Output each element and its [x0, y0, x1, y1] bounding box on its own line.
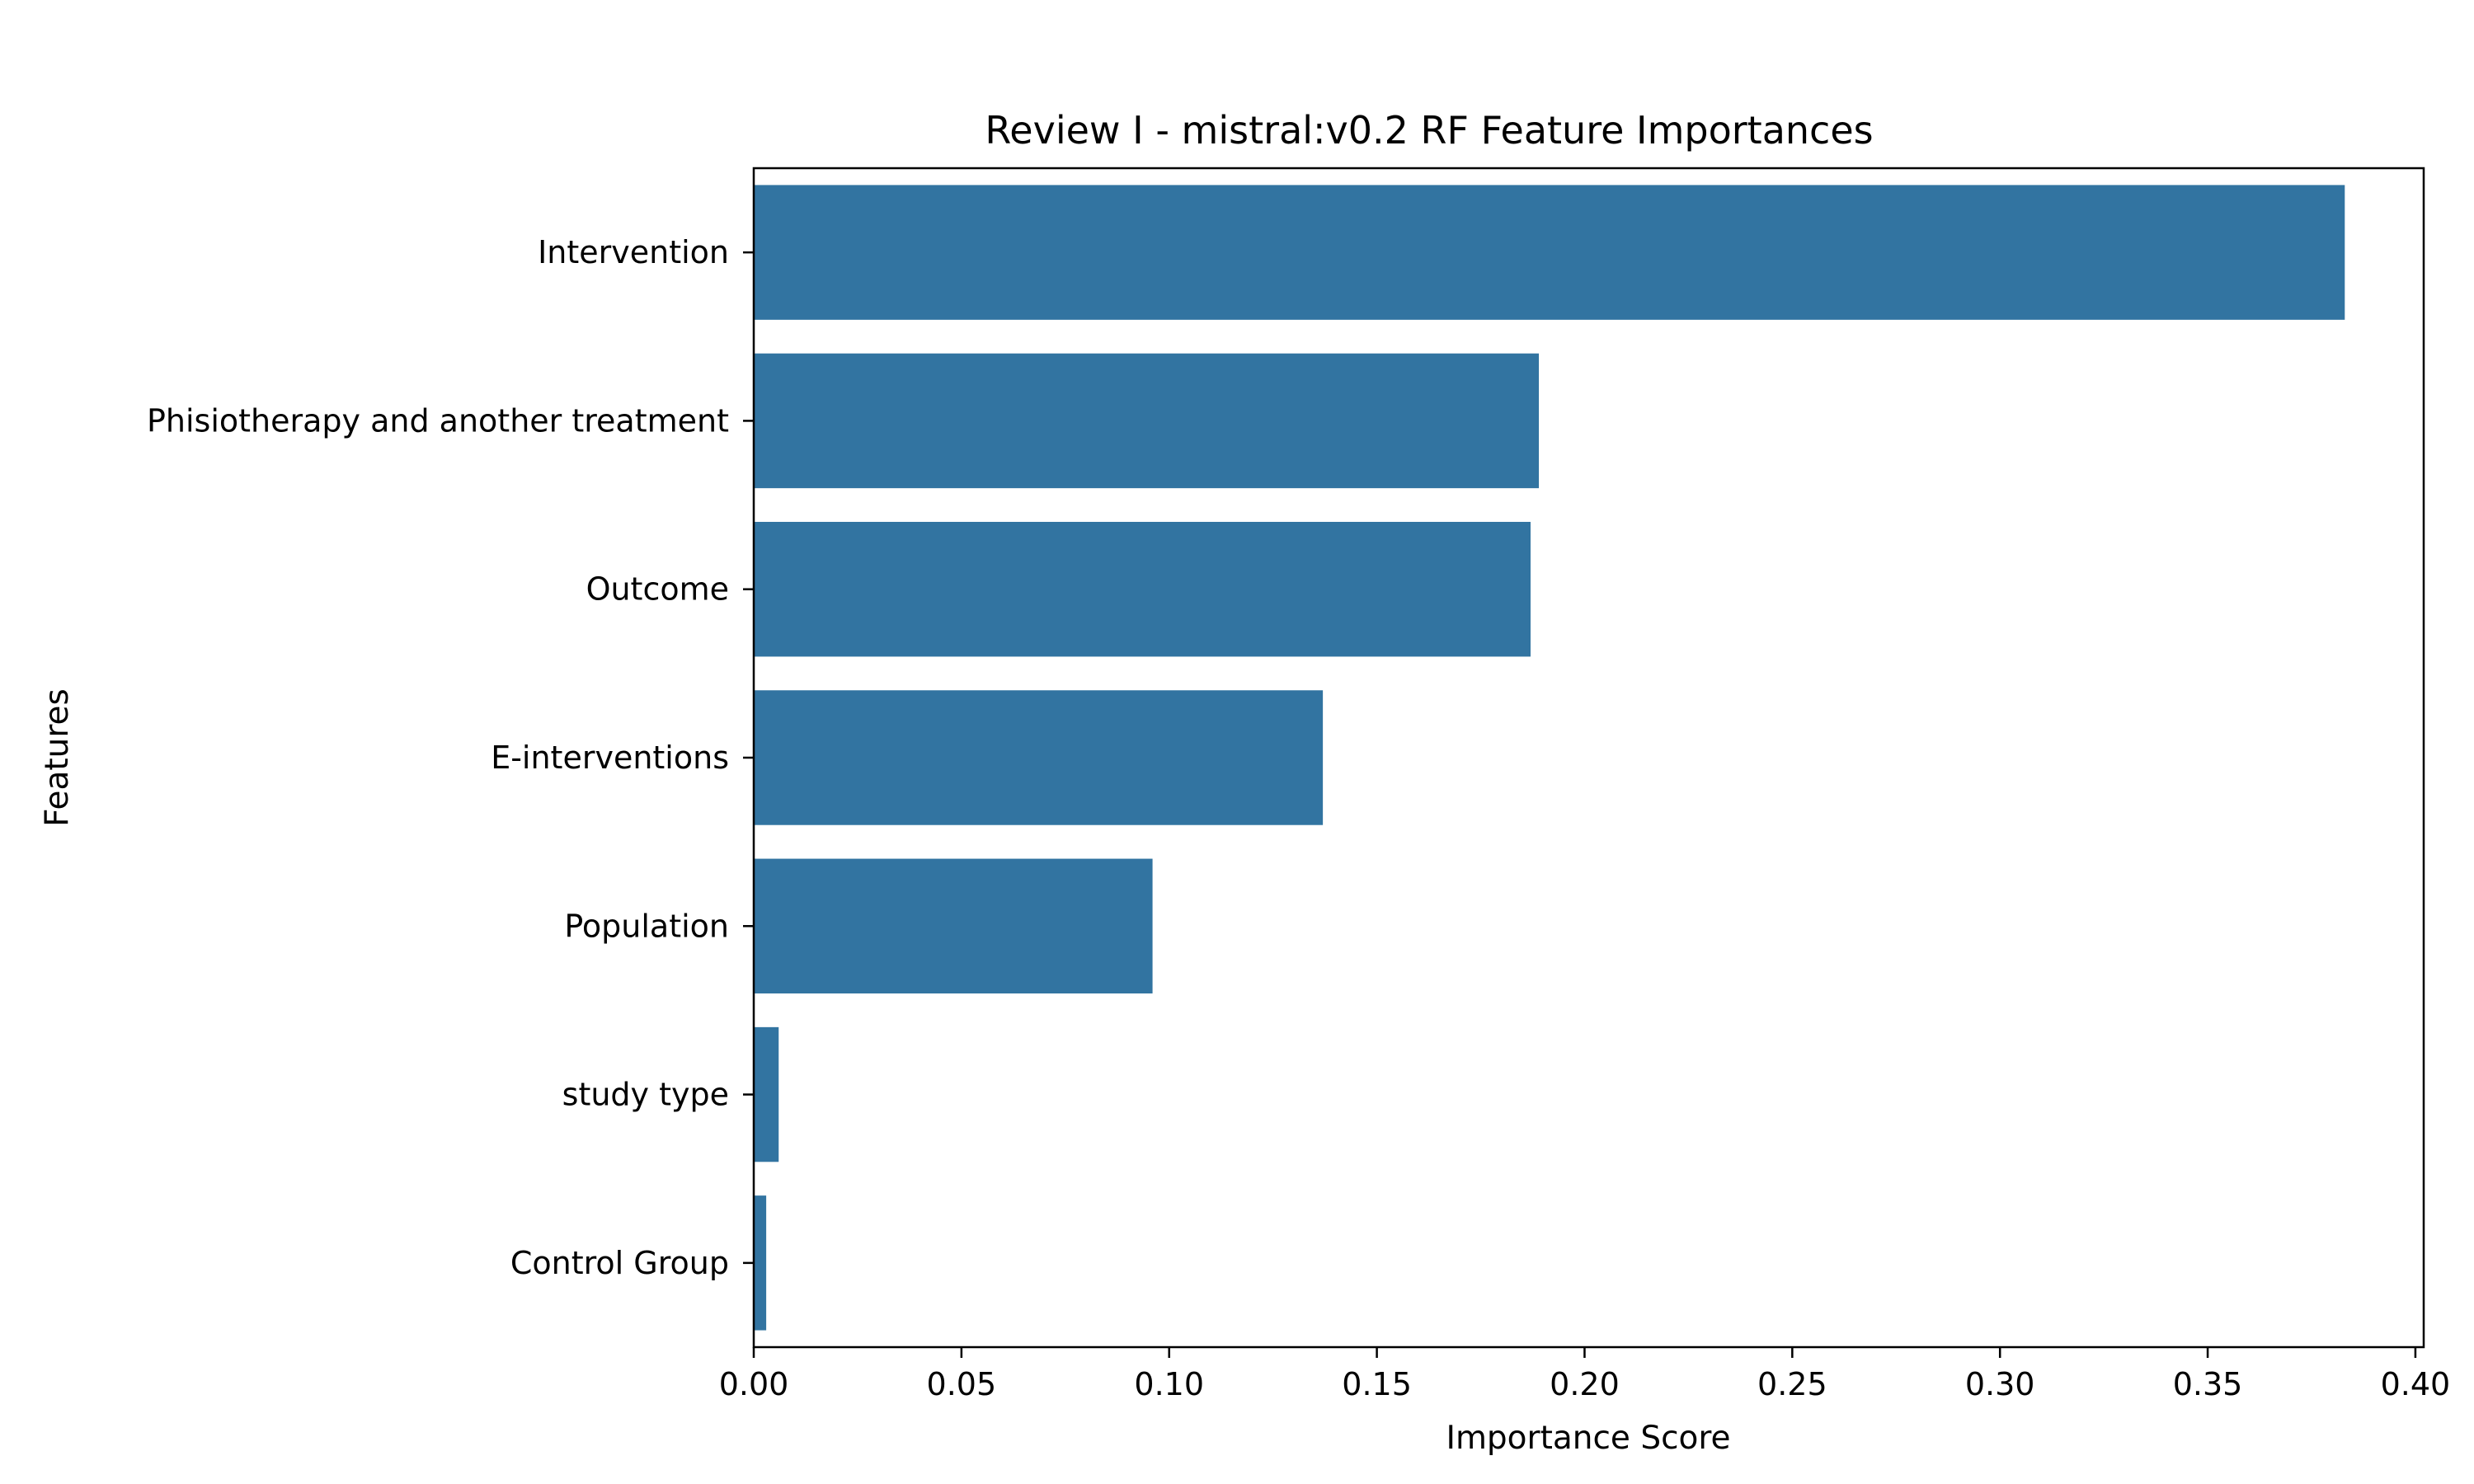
y-tick-label-4: Population [564, 908, 729, 944]
x-tick-label-3: 0.15 [1342, 1366, 1412, 1402]
x-tick-label-0: 0.00 [719, 1366, 789, 1402]
y-axis-ticks: Intervention Phisiotherapy and another tr… [147, 234, 754, 1281]
y-tick-label-2: Outcome [586, 571, 729, 608]
bar-3 [754, 690, 1324, 825]
x-tick-label-2: 0.10 [1134, 1366, 1204, 1402]
y-tick-label-5: study type [562, 1077, 729, 1113]
x-tick-label-1: 0.05 [927, 1366, 997, 1402]
bar-0 [754, 185, 2345, 320]
x-tick-label-6: 0.30 [1965, 1366, 2035, 1402]
bar-5 [754, 1026, 779, 1162]
bar-2 [754, 522, 1531, 657]
x-axis-label: Importance Score [1446, 1420, 1730, 1457]
bars-group [754, 185, 2345, 1331]
plot-area-frame [752, 167, 2425, 1349]
x-tick-label-5: 0.25 [1757, 1366, 1827, 1402]
x-tick-label-4: 0.20 [1550, 1366, 1620, 1402]
y-tick-label-6: Control Group [510, 1245, 729, 1281]
y-tick-label-1: Phisiotherapy and another treatment [147, 402, 729, 439]
bar-1 [754, 353, 1540, 489]
x-tick-label-8: 0.40 [2381, 1366, 2451, 1402]
chart-title: Review I - mistral:v0.2 RF Feature Impor… [985, 108, 1873, 153]
x-axis-ticks: 0.00 0.05 0.10 0.15 0.20 0.25 0.30 0.35 0.40 [719, 1347, 2451, 1402]
bar-4 [754, 858, 1153, 993]
y-axis-label: Features [39, 688, 76, 827]
bar-6 [754, 1195, 767, 1331]
y-tick-label-0: Intervention [538, 234, 729, 270]
x-tick-label-7: 0.35 [2173, 1366, 2243, 1402]
y-tick-label-3: E-interventions [491, 740, 729, 776]
